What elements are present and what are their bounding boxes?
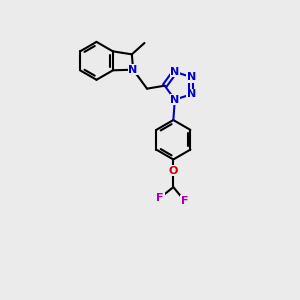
Text: N: N — [187, 72, 196, 82]
Text: N: N — [128, 65, 138, 75]
Text: F: F — [157, 193, 164, 203]
Text: N: N — [187, 89, 196, 99]
Text: N: N — [170, 67, 179, 77]
Text: F: F — [181, 196, 188, 206]
Text: N: N — [170, 94, 179, 105]
Text: O: O — [169, 166, 178, 176]
